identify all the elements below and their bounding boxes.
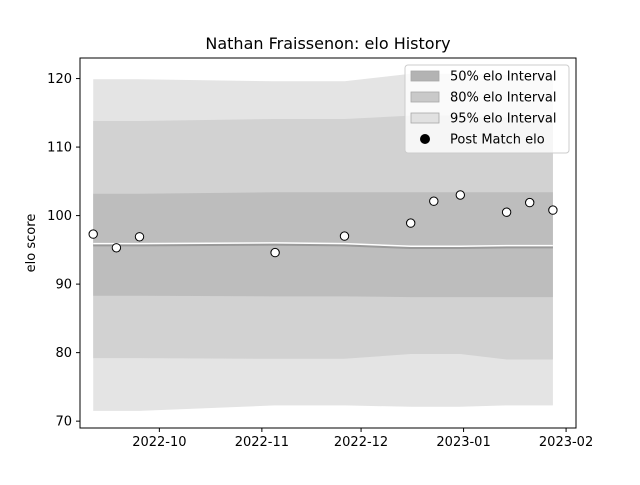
x-tick-label-3: 2023-01 (436, 435, 490, 450)
legend-label-3: Post Match elo (450, 133, 545, 148)
x-tick-label-1: 2022-11 (235, 435, 289, 450)
plot-frame (79, 57, 577, 429)
elo-point-4 (339, 231, 350, 241)
legend-label-2: 95% elo Interval (450, 112, 557, 127)
legend-label-1: 80% elo Interval (450, 91, 557, 106)
legend: 50% elo Interval 80% elo Interval 95% elo … (404, 64, 570, 154)
y-tick-label-0: 70 (55, 415, 72, 430)
y-tick-label-3: 100 (47, 209, 72, 224)
mean-line-shadow (93, 243, 553, 250)
x-tick-label-4: 2023-02 (539, 435, 593, 450)
elo-point-2 (134, 232, 145, 242)
elo-point-10 (548, 205, 558, 215)
elo-point-7 (455, 190, 465, 200)
elo-point-1 (111, 243, 122, 253)
y-tick-label-1: 80 (55, 346, 72, 361)
chart-title: Nathan Fraissenon: elo History (205, 34, 450, 53)
y-axis-label: elo score (24, 214, 39, 273)
elo-point-0 (88, 229, 98, 239)
mean-line-highlight (93, 242, 553, 248)
elo-point-6 (429, 196, 439, 206)
legend-swatch-0 (410, 70, 440, 82)
legend-marker-3 (420, 134, 430, 144)
y-tick-label-2: 90 (55, 278, 72, 293)
interval-bands (93, 73, 553, 411)
y-tick-label-5: 120 (47, 72, 72, 87)
elo-point-5 (406, 218, 416, 228)
elo-point-9 (525, 197, 535, 208)
y-tick-label-4: 110 (47, 141, 72, 156)
elo-point-8 (501, 207, 512, 217)
legend-swatch-1 (410, 91, 440, 103)
x-axis-ticks: 2022-10 2022-11 2022-12 2023-01 2023-02 (132, 428, 593, 450)
mean-elo-line (93, 242, 553, 250)
elo-point-3 (270, 247, 280, 258)
legend-box (404, 64, 570, 154)
y-axis-ticks: 70 80 90 100 110 120 (47, 72, 80, 430)
x-tick-label-0: 2022-10 (132, 435, 186, 450)
legend-swatch-2 (410, 112, 440, 124)
post-match-elo-points (88, 190, 558, 258)
legend-label-0: 50% elo Interval (450, 70, 557, 85)
x-tick-label-2: 2022-12 (334, 435, 388, 450)
